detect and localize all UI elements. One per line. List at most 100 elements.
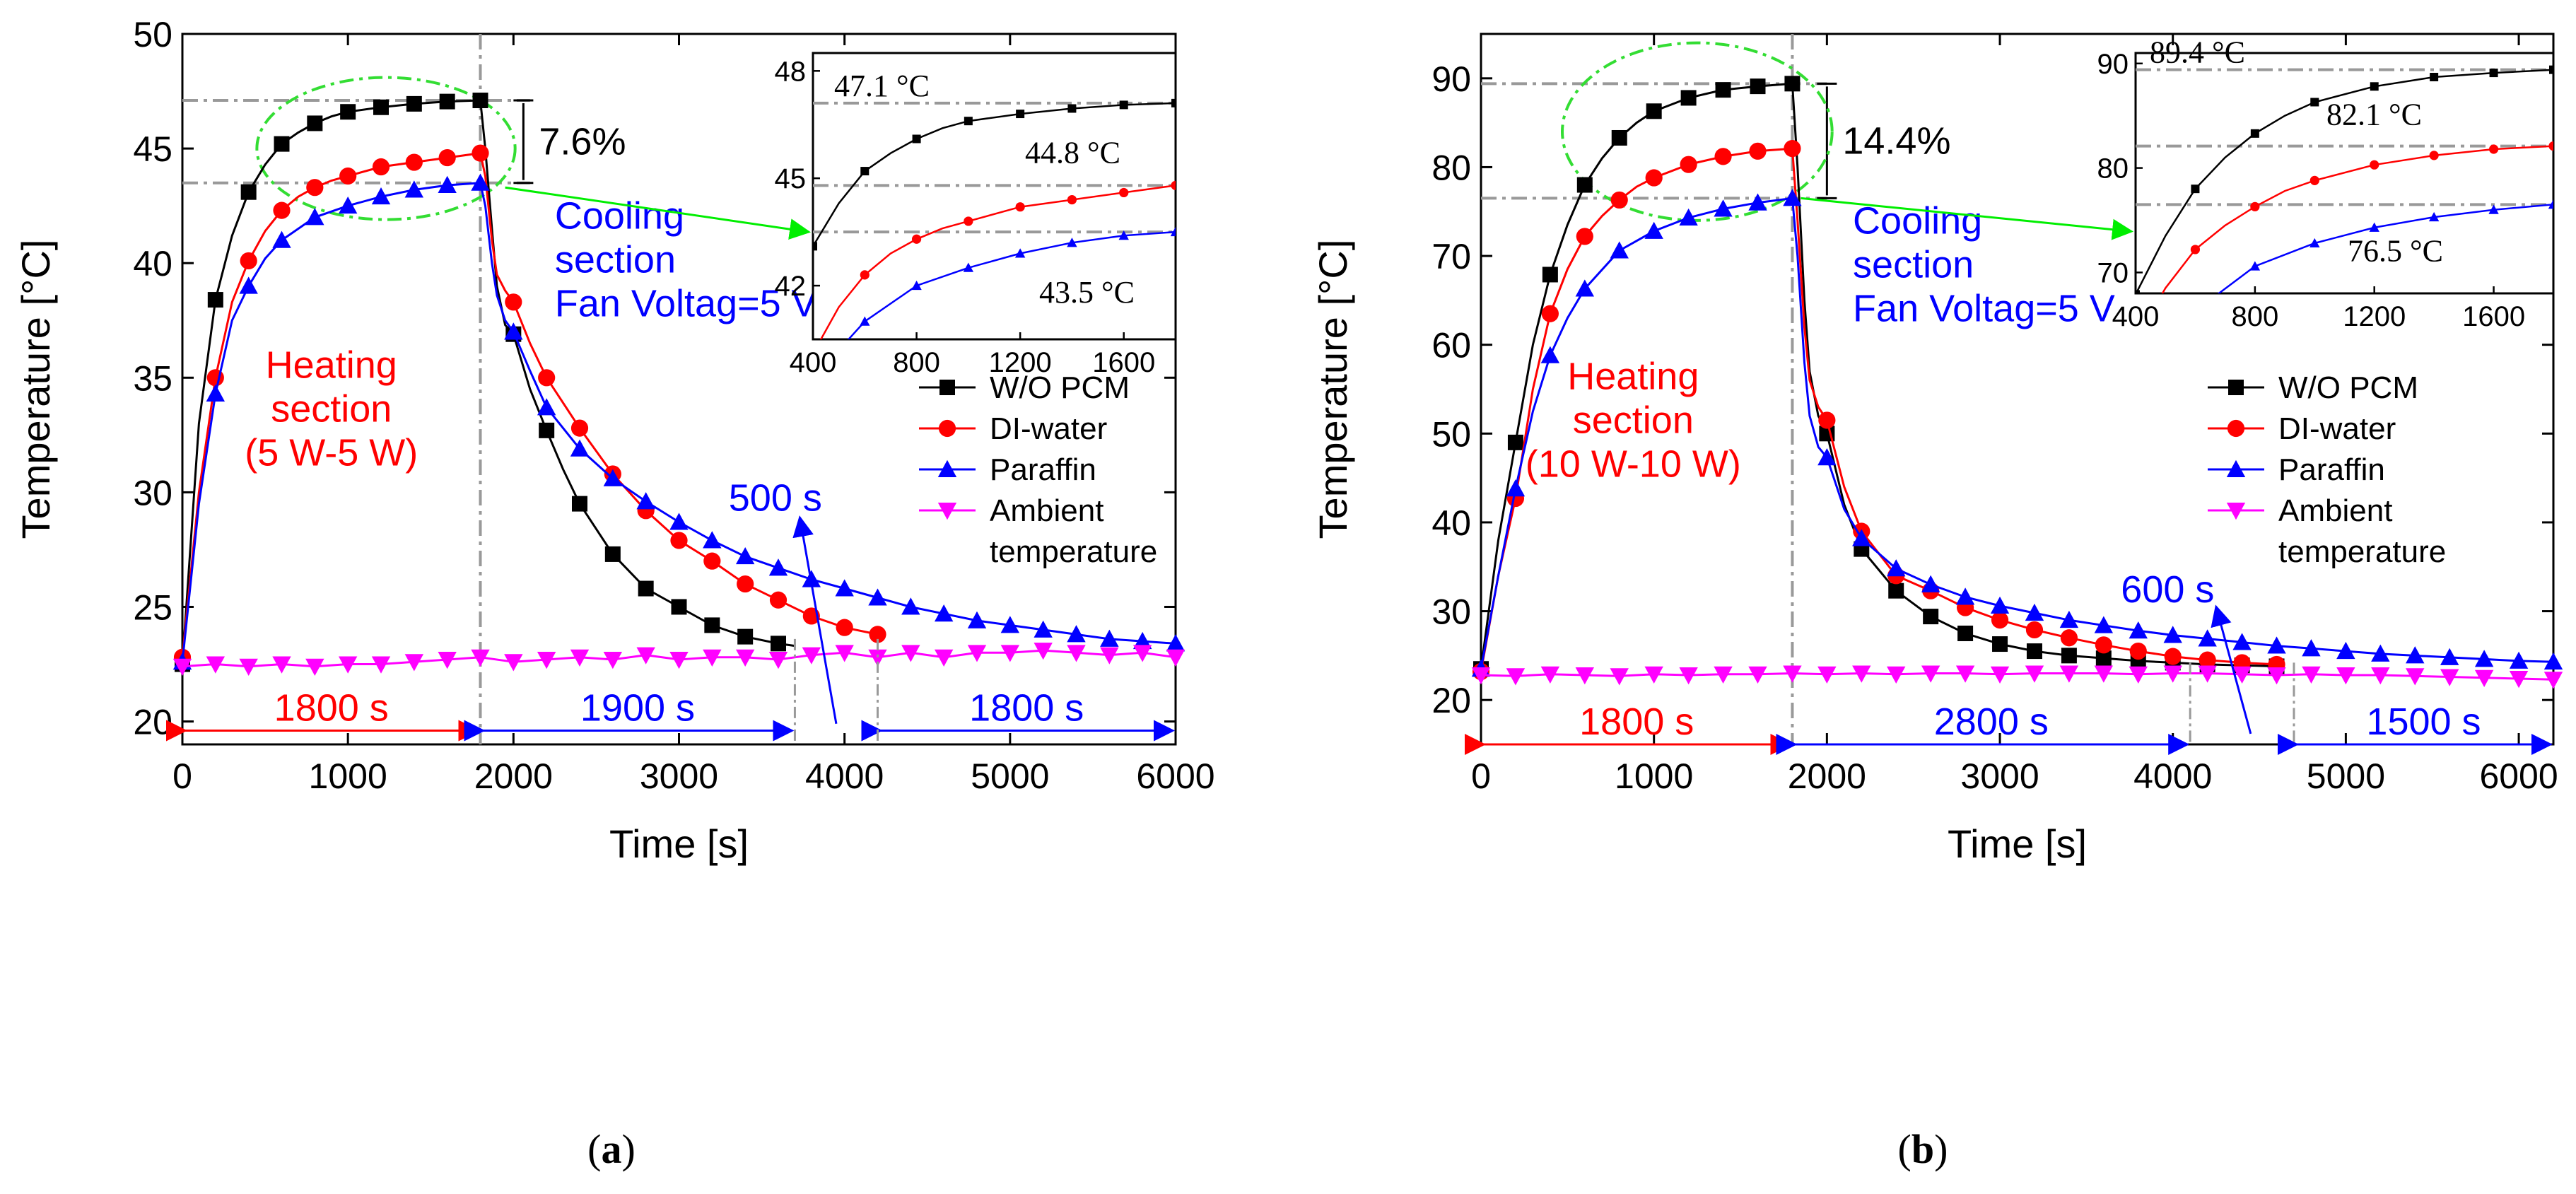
- panel-b-inset-value-label-2: 76.5 °C: [2348, 233, 2443, 268]
- panel-a-inset-series-0-point: [1016, 110, 1025, 119]
- panel-a-y-axis-title: Temperature [°C]: [13, 240, 58, 539]
- panel-b-series-3-point: [1679, 667, 1698, 685]
- panel-a-inset-x-tick-label: 1600: [1092, 347, 1155, 378]
- panel-a-y-tick-label: 50: [133, 15, 172, 54]
- panel-a-series-1-point: [538, 369, 556, 387]
- panel-b-x-tick-label: 3000: [1960, 756, 2039, 796]
- panel-a-series-1-point: [240, 252, 257, 270]
- panel-a-cooling-label-0: Cooling: [555, 195, 684, 238]
- panel-b-series-3-point: [1887, 666, 1906, 684]
- panel-a-inset-series-2-point: [1170, 226, 1176, 237]
- panel-a-inset-value-label-0: 47.1 °C: [834, 69, 930, 103]
- panel-b-inset-series-1-point: [2429, 151, 2439, 160]
- panel-a-y-tick-label: 45: [133, 129, 172, 169]
- panel-a-series-0-point: [240, 184, 257, 200]
- panel-b-series-3-point: [2059, 665, 2079, 683]
- panel-b-series-0-point: [1992, 636, 2008, 652]
- panel-a-percent-label: 7.6%: [539, 120, 626, 163]
- panel-a-y-tick-label: 35: [133, 358, 172, 398]
- panel-b-series-2-point: [1506, 479, 1526, 497]
- panel-a-inset-series-2-point: [860, 316, 870, 326]
- panel-a-series-3-point: [371, 656, 391, 674]
- panel-b-series-2-point: [2371, 644, 2390, 662]
- panel-a-series-2-point: [1067, 625, 1086, 643]
- panel-b-series-3-point: [2440, 669, 2459, 686]
- panel-b-inset-series-1-point: [2190, 245, 2201, 254]
- panel-a-inset-y-tick-label: 45: [775, 163, 807, 194]
- panel-a-series-2-point: [636, 492, 655, 510]
- panel-a-series-3-point: [504, 654, 523, 672]
- panel-b-y-axis-title: Temperature [°C]: [1311, 240, 1355, 539]
- panel-b-series-0-point: [1784, 76, 1801, 92]
- panel-b-series-3-point: [2094, 665, 2114, 683]
- panel-b-series-3-point: [2543, 672, 2563, 689]
- panel-b-series-2-point: [2509, 651, 2529, 669]
- panel-b-series-1-point: [2129, 642, 2147, 660]
- panel-a-inset-series-0-point: [1119, 100, 1128, 110]
- panel-b-series-2-point: [1990, 596, 2010, 614]
- panel-b-series-2-point: [2059, 610, 2079, 628]
- panel-a-legend-marker-2: [937, 460, 957, 477]
- panel-b-x-tick-label: 5000: [2307, 756, 2385, 796]
- panel-b-cooling-label-1: section: [1853, 244, 1974, 286]
- panel-b-series-0-point: [1611, 129, 1627, 146]
- panel-a-series-2-point: [669, 513, 689, 530]
- panel-b-series-2-point: [1575, 279, 1595, 297]
- panel-a-series-1-point: [273, 201, 291, 219]
- panel-a-legend-marker-1: [938, 419, 956, 438]
- panel-a-inset-series-0-point: [964, 117, 973, 126]
- panel-b-series-2-point: [1887, 559, 1906, 577]
- panel-a-series-2-point: [338, 196, 358, 214]
- panel-b-series-0-point: [1576, 177, 1593, 193]
- panel-a-series-0-point: [340, 104, 356, 120]
- panel-a-heating-label-1: section: [271, 387, 392, 430]
- panel-a-series-3-point: [305, 658, 324, 676]
- panel-b-x-axis-title: Time [s]: [1948, 821, 2087, 866]
- panel-a-inset-series-0-point: [912, 134, 921, 144]
- panel-b-legend-label-3: Ambient: [2278, 493, 2392, 528]
- panel-b-legend-marker-0: [2228, 380, 2244, 395]
- panel-b-delay-arrow: [2211, 604, 2252, 734]
- panel-b-inset-series-2-point: [2548, 199, 2553, 209]
- panel-b-x-tick-label: 0: [1471, 756, 1491, 796]
- panel-b-y-tick-label: 60: [1432, 326, 1471, 365]
- panel-a-series-2-point: [934, 604, 954, 622]
- panel-b-series-3-point: [2163, 665, 2182, 683]
- panel-a-y-tick-label: 40: [133, 244, 172, 283]
- panel-b-series-3-point: [1990, 666, 2010, 684]
- panel-b-inset-series-1-point: [2370, 160, 2379, 170]
- panel-a-series-3-point: [636, 647, 655, 665]
- panel-b-inset-y-tick-label: 80: [2097, 153, 2129, 185]
- panel-a-x-tick-label: 2000: [474, 756, 553, 796]
- panel-a-series-2-point: [537, 398, 556, 416]
- panel-b-series-2-point: [2094, 616, 2114, 633]
- panel-a-heating-label-2: (5 W-5 W): [245, 431, 418, 474]
- panel-b-inset-series-2-point: [2249, 261, 2261, 271]
- panel-b-series-line-1: [1480, 147, 2277, 672]
- panel-a-inset-series-2-point: [963, 262, 974, 272]
- panel-b-series-1-point: [1818, 411, 1836, 429]
- panel-b-series-1-point: [1680, 156, 1697, 173]
- panel-b-series-1-point: [2164, 648, 2182, 665]
- panel-b-x-tick-label: 2000: [1788, 756, 1866, 796]
- panel-b-inset-series-2-point: [2428, 211, 2440, 222]
- panel-b-inset-value-label-0: 89.4 °C: [2150, 35, 2245, 70]
- panel-b: 0 1000 2000 3000 4000 5000 6000 20 30 40 50 60 70 80 9…: [1311, 33, 2563, 866]
- panel-b-y-tick-label: 40: [1432, 503, 1471, 543]
- panel-b-inset-series-line-0: [2136, 69, 2553, 293]
- panel-a-x-tick-label: 6000: [1136, 756, 1214, 796]
- panel-a-inset-value-label-1: 44.8 °C: [1025, 135, 1120, 170]
- panel-b-series-3-point: [1714, 666, 1733, 684]
- panel-a-series-3-point: [272, 656, 291, 674]
- panel-a-y-tick-label: 30: [133, 473, 172, 513]
- panel-b-series-1-point: [1784, 139, 1801, 158]
- panel-b-series-2-point: [1748, 193, 1767, 211]
- panel-b-y-tick-label: 70: [1432, 237, 1471, 276]
- panel-b-inset-plot: [2136, 65, 2553, 293]
- panel-b-series-0-point: [1680, 90, 1697, 106]
- panel-a-series-3-point: [471, 649, 490, 667]
- panel-a-series-3-point: [669, 652, 689, 669]
- panel-a-series-3-point: [206, 656, 226, 674]
- panel-a-series-2-point: [206, 384, 226, 402]
- panel-a-series-3-point: [1034, 643, 1053, 660]
